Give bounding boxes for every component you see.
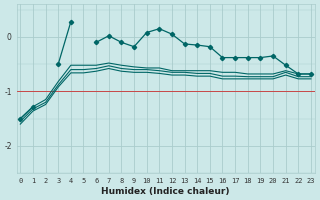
X-axis label: Humidex (Indice chaleur): Humidex (Indice chaleur) [101, 187, 230, 196]
